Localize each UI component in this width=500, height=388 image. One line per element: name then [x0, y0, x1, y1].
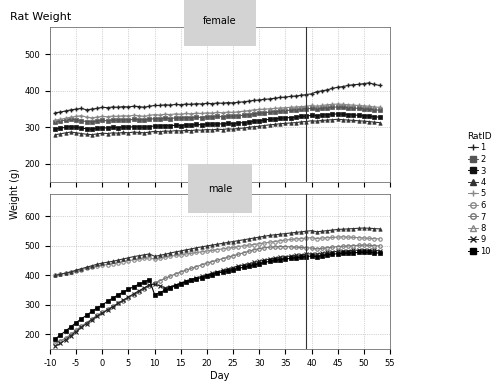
Text: Rat Weight: Rat Weight [10, 12, 72, 22]
Title: female: female [203, 16, 237, 26]
X-axis label: Day: Day [210, 371, 230, 381]
Text: Weight (g): Weight (g) [10, 168, 20, 220]
Legend: 1, 2, 3, 4, 5, 6, 7, 8, 9, 10: 1, 2, 3, 4, 5, 6, 7, 8, 9, 10 [466, 130, 493, 258]
Title: male: male [208, 184, 232, 194]
